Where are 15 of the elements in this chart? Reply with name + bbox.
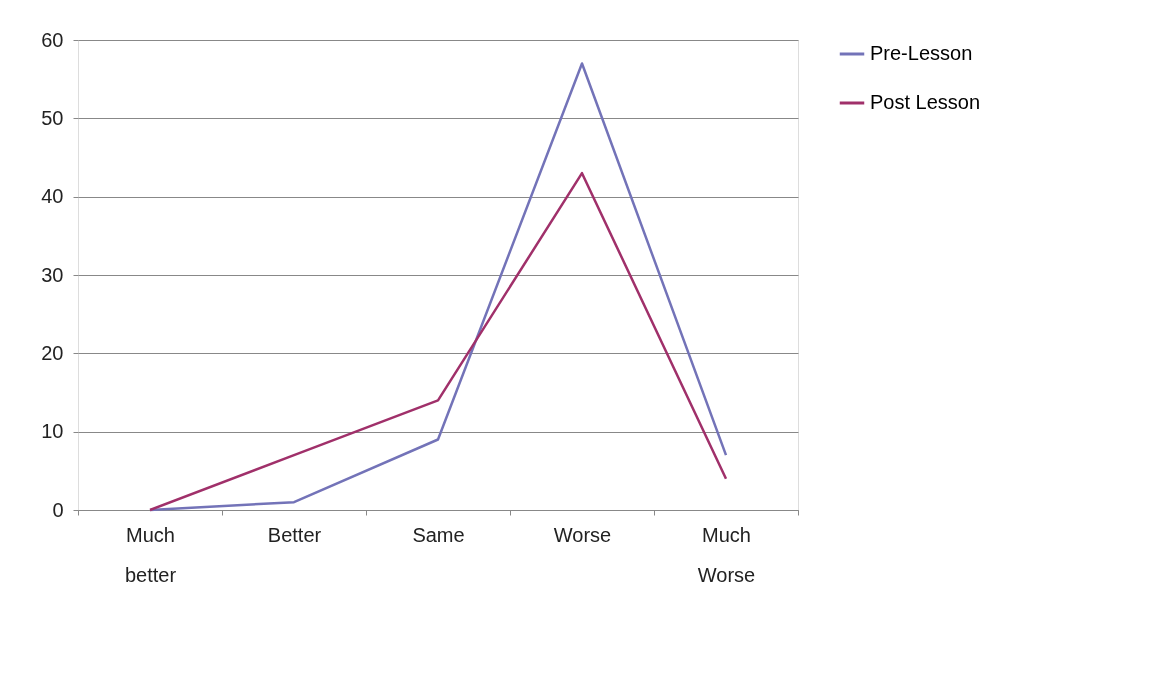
x-tick-label: Much better [124,523,177,586]
y-tick-label: 0 [52,498,64,521]
y-tick-label: 60 [41,28,64,51]
y-tick-label: 50 [41,106,64,129]
y-tick-label: 20 [41,341,64,364]
x-tick-label: Much Worse [697,523,756,586]
x-tick-label: Same [412,523,465,546]
x-tick-label: Worse [553,523,612,546]
x-tick-label: Better [267,523,322,546]
legend-label: Post Lesson [870,91,981,113]
y-tick-label: 30 [41,263,64,286]
y-tick-label: 40 [41,185,64,208]
line-series [148,171,728,512]
legend-label: Pre-Lesson [870,42,973,64]
y-tick-label: 10 [41,420,64,443]
